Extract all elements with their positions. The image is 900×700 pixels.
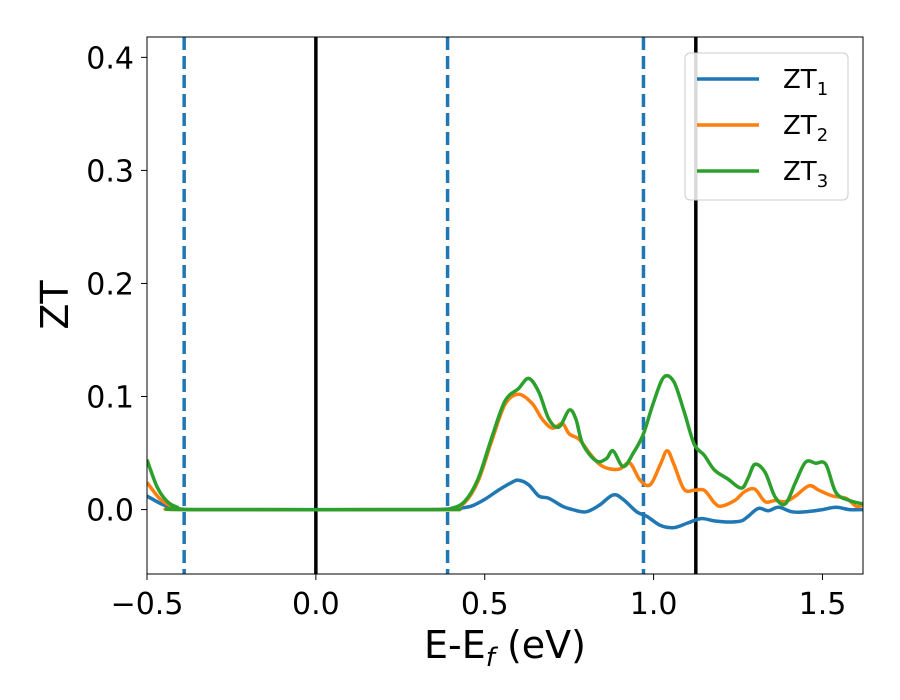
legend-label-zt1: ZT1	[783, 65, 828, 100]
y-tick-label: 0.4	[86, 41, 134, 76]
legend-label-zt3: ZT3	[783, 157, 828, 192]
x-axis-label: E-Ef (eV)	[424, 623, 586, 673]
series-line-zt3	[147, 374, 863, 512]
y-tick-label: 0.2	[86, 267, 134, 302]
series-lines	[147, 374, 863, 530]
plot-area-frame	[146, 36, 864, 575]
x-axis-label-main: E-E	[424, 623, 486, 667]
x-tick-label: 1.0	[630, 587, 678, 622]
x-tick-label: −0.5	[111, 587, 184, 622]
legend: ZT1 ZT2 ZT3	[684, 52, 849, 201]
series-line-zt2	[147, 392, 863, 512]
vertical-reference-lines	[182, 37, 698, 574]
y-axis-ticks: 0.0 0.1 0.2 0.3 0.4	[86, 41, 147, 529]
x-tick-label: 1.5	[799, 587, 847, 622]
y-tick-label: 0.1	[86, 381, 134, 416]
y-tick-label: 0.3	[86, 154, 134, 189]
x-axis-ticks: −0.5 0.0 0.5 1.0 1.5	[111, 574, 847, 622]
x-axis-label-unit: (eV)	[495, 623, 586, 667]
legend-box	[684, 52, 849, 201]
x-tick-label: 0.0	[292, 587, 340, 622]
legend-label-zt2: ZT2	[783, 111, 828, 146]
x-tick-label: 0.5	[461, 587, 509, 622]
y-tick-label: 0.0	[86, 494, 134, 529]
y-axis-label: ZT	[33, 280, 77, 330]
series-line-zt1	[147, 478, 863, 530]
